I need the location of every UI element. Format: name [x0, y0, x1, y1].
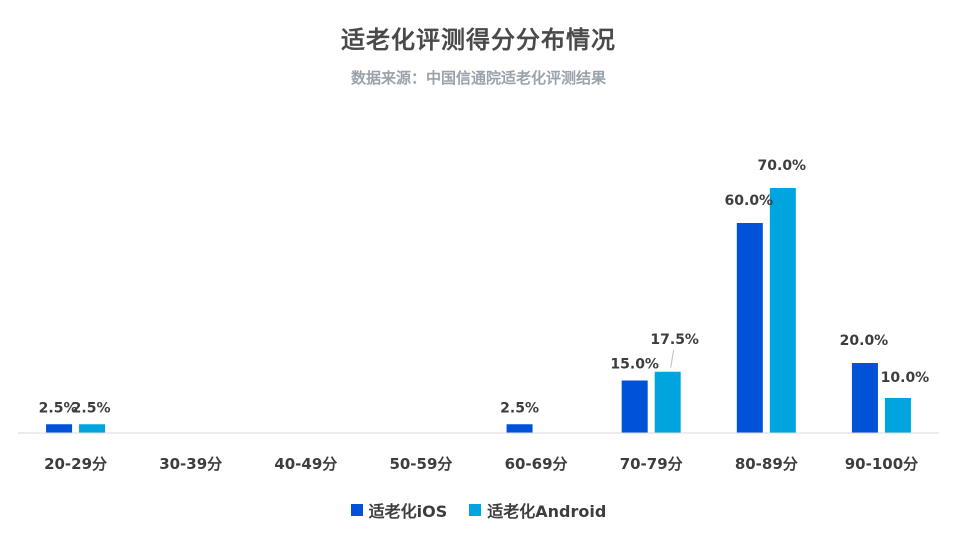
x-tick-label: 80-89分	[735, 455, 798, 473]
data-label: 20.0%	[840, 333, 889, 349]
bar-android	[654, 371, 681, 433]
legend-swatch-android	[469, 504, 482, 516]
legend-item-ios: 适老化iOS	[350, 498, 448, 522]
bar-android	[79, 424, 106, 433]
legend-swatch-ios	[350, 504, 363, 516]
data-label: 17.5%	[650, 332, 699, 348]
bar-ios	[851, 363, 878, 433]
x-tick-label: 30-39分	[159, 455, 222, 473]
x-tick-label: 70-79分	[620, 455, 683, 473]
label-leader-line	[670, 349, 675, 368]
legend: 适老化iOS 适老化Android	[0, 498, 957, 522]
x-tick-labels-group: 20-29分 30-39分 40-49分 50-59分 60-69分 70-79分 80-8…	[44, 455, 918, 473]
x-tick-label: 40-49分	[274, 455, 337, 473]
bar-android	[769, 188, 796, 433]
data-label: 2.5%	[39, 400, 78, 416]
data-labels-group: 2.5%2.5% 2.5%15.0%17.5%60.0%70.0%20.0%10.…	[39, 158, 930, 416]
data-label: 10.0%	[881, 370, 930, 386]
bars-group	[46, 188, 911, 433]
data-label: 15.0%	[610, 357, 659, 373]
bar-android	[884, 398, 911, 433]
x-tick-label: 60-69分	[505, 455, 568, 473]
x-tick-label: 90-100分	[845, 455, 918, 473]
bar-ios	[506, 424, 533, 433]
legend-label-android: 适老化Android	[487, 502, 607, 521]
data-label: 2.5%	[72, 400, 111, 416]
bar-ios	[621, 380, 648, 433]
chart-subtitle: 数据来源：中国信通院适老化评测结果	[350, 69, 606, 87]
data-label: 2.5%	[500, 400, 539, 416]
data-label: 70.0%	[758, 158, 807, 174]
chart-title: 适老化评测得分分布情况	[341, 26, 616, 54]
x-tick-label: 50-59分	[389, 455, 452, 473]
legend-label-ios: 适老化iOS	[368, 502, 448, 521]
legend-item-android: 适老化Android	[469, 498, 606, 522]
x-tick-label: 20-29分	[44, 455, 107, 473]
bar-ios	[46, 424, 73, 433]
data-label: 60.0%	[725, 193, 774, 209]
bar-ios	[736, 223, 763, 433]
